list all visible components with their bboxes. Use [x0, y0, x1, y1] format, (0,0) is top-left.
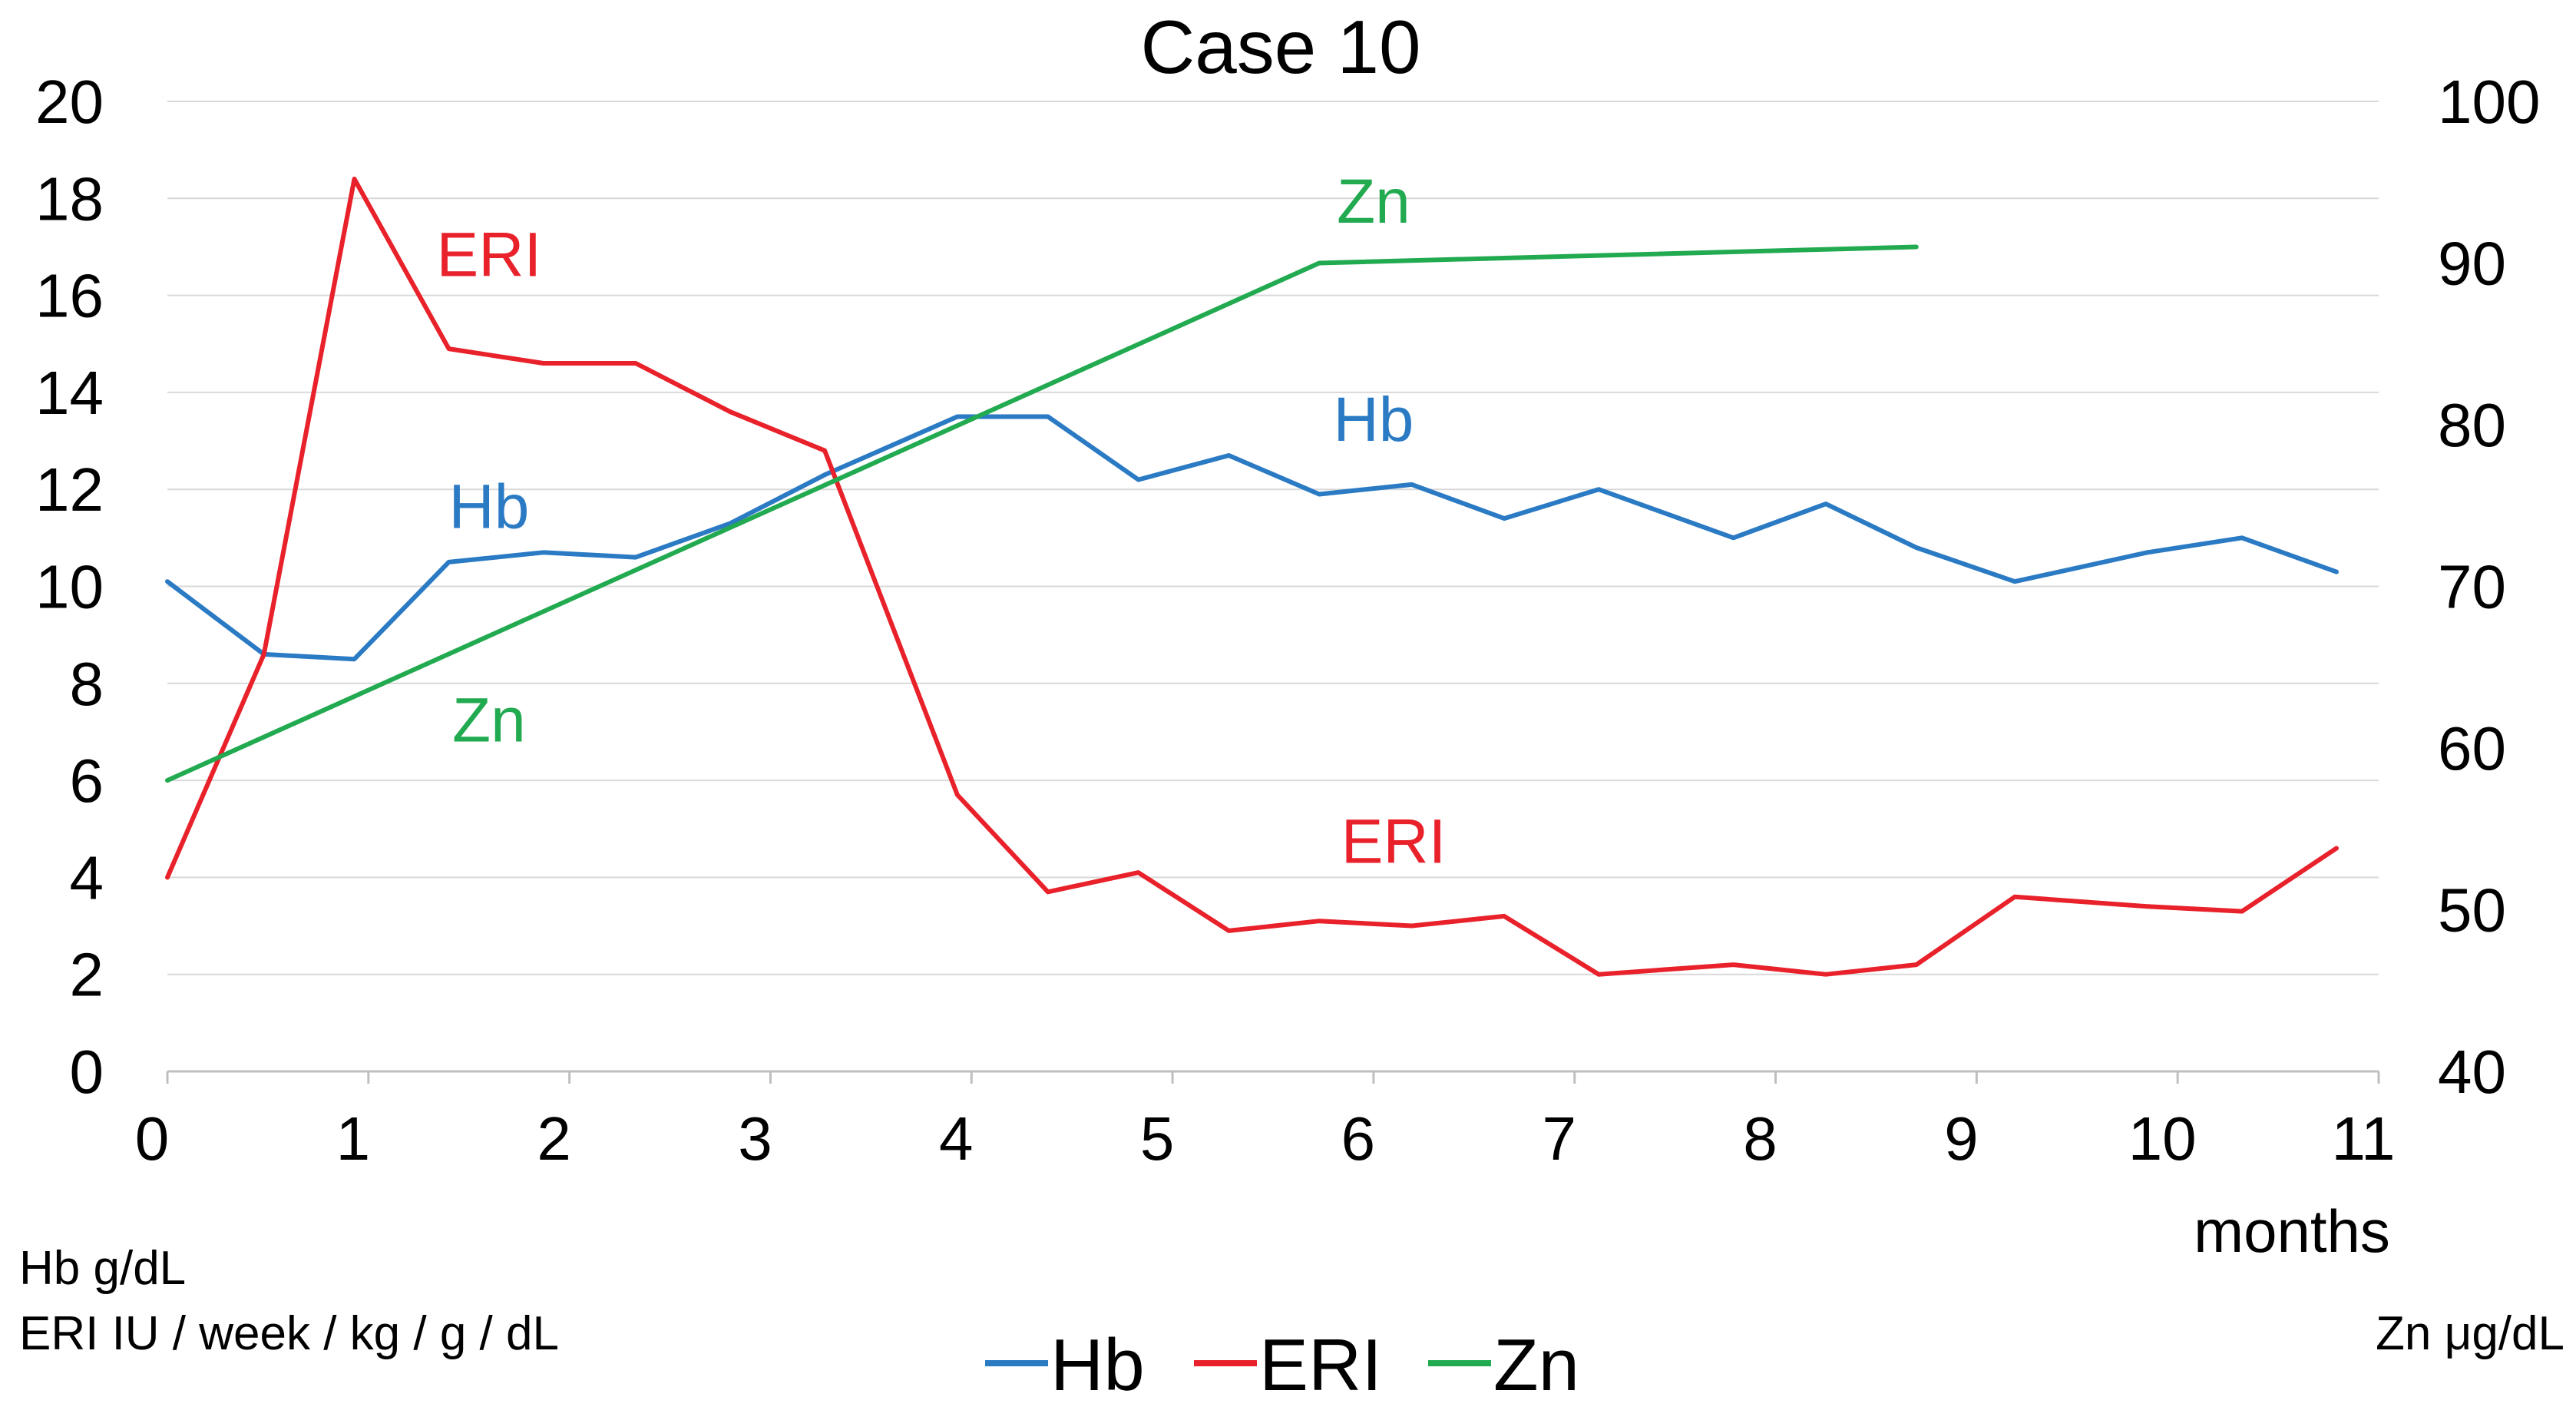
x-axis-tick-label: 2 [537, 1104, 571, 1173]
series-layer [165, 177, 2339, 977]
right-axis-tick-label: 80 [2438, 391, 2506, 459]
left-axis-tick-label: 0 [70, 1038, 104, 1106]
legend: Hb ERI Zn [985, 1324, 1579, 1406]
legend-label-hb: Hb [1050, 1324, 1145, 1406]
annotation-label-zn: Zn [452, 686, 526, 756]
left-axis-ticks: 0 2 4 6 8 10 12 14 16 18 20 [35, 68, 104, 1106]
x-axis-tick-label: 7 [1542, 1104, 1576, 1173]
left-axis-tick-label: 6 [70, 747, 104, 815]
left-axis-tick-label: 8 [70, 650, 104, 718]
series-line-eri [165, 177, 2339, 977]
right-axis-tick-label: 90 [2438, 230, 2506, 298]
legend-label-eri: ERI [1259, 1324, 1382, 1406]
left-axis-tick-label: 4 [70, 843, 104, 912]
right-axis-tick-label: 60 [2438, 714, 2506, 783]
annotation-label-hb: Hb [1333, 385, 1414, 455]
x-axis-tick-label: 4 [939, 1104, 974, 1173]
right-axis-ticks: 40 50 60 70 80 90 100 [2438, 68, 2540, 1106]
left-axis-tick-label: 20 [35, 68, 104, 136]
x-axis-tick-label: 3 [738, 1104, 772, 1173]
x-axis-tick-label: 0 [135, 1104, 170, 1173]
left-axis-tick-label: 18 [35, 164, 104, 233]
left-axis-tick-label: 10 [35, 553, 104, 621]
x-axis-tick-label: 9 [1944, 1104, 1979, 1173]
x-axis-label: months [2194, 1197, 2390, 1265]
x-axis-tick-label: 1 [336, 1104, 371, 1173]
left-axis-tick-label: 12 [35, 455, 104, 524]
x-axis-ticks: 0 1 2 3 4 5 6 7 8 9 10 11 [135, 1071, 2396, 1173]
left-axis-unit-hb: Hb g/dL [19, 1242, 186, 1295]
x-axis-tick-label: 5 [1140, 1104, 1175, 1173]
x-axis-tick-label: 8 [1743, 1104, 1777, 1173]
annotations: ERI Hb Zn Hb ERI Zn [437, 167, 1447, 877]
x-axis-tick-label: 10 [2128, 1104, 2197, 1173]
right-axis-unit-zn: Zn μg/dL [2376, 1307, 2564, 1360]
x-axis-tick-label: 11 [2331, 1104, 2395, 1173]
right-axis-tick-label: 70 [2438, 553, 2506, 621]
annotation-label-hb: Hb [448, 472, 529, 542]
right-axis-tick-label: 50 [2438, 876, 2506, 945]
gridlines [167, 101, 2379, 1073]
left-axis-unit-eri: ERI IU / week / kg / g / dL [19, 1307, 559, 1360]
series-line-hb [165, 414, 2339, 662]
annotation-label-eri: ERI [1341, 806, 1447, 876]
right-axis-tick-label: 40 [2438, 1038, 2506, 1106]
right-axis-tick-label: 100 [2438, 68, 2540, 136]
left-axis-tick-label: 2 [70, 941, 104, 1009]
annotation-label-eri: ERI [437, 220, 542, 290]
left-axis-tick-label: 14 [35, 359, 104, 427]
legend-label-zn: Zn [1493, 1324, 1579, 1406]
left-axis-tick-label: 16 [35, 262, 104, 330]
annotation-label-zn: Zn [1337, 167, 1410, 237]
series-line-zn [165, 244, 1919, 783]
chart-title: Case 10 [1140, 5, 1420, 89]
x-axis-tick-label: 6 [1341, 1104, 1376, 1173]
